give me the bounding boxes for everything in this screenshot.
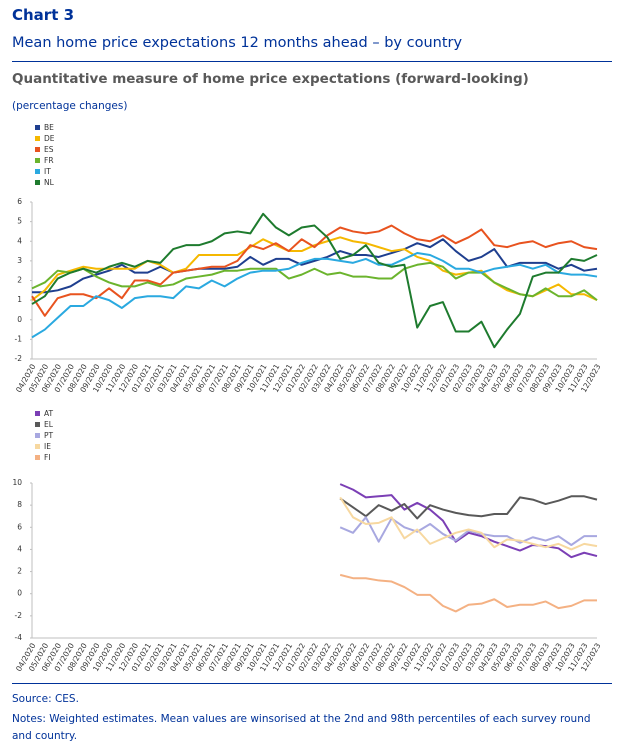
legend-swatch — [35, 147, 40, 152]
legend-swatch — [35, 455, 40, 460]
legend-label: FI — [44, 453, 51, 462]
y-tick-label: 3 — [17, 256, 22, 265]
y-tick-label: -2 — [15, 354, 23, 363]
series-line — [32, 238, 598, 294]
legend-swatch — [35, 180, 40, 185]
y-tick-label: 0 — [17, 315, 22, 324]
legend-label: IT — [44, 167, 51, 176]
y-tick-label: 2 — [17, 276, 22, 285]
source: Source: CES. — [12, 693, 79, 705]
series-line — [339, 483, 598, 559]
legend-swatch — [35, 433, 40, 438]
y-tick-label: 4 — [17, 236, 22, 245]
series-line — [31, 261, 598, 301]
series-line — [339, 573, 597, 613]
legend-swatch — [35, 411, 40, 416]
legend-label: AT — [44, 409, 54, 418]
legend-swatch — [35, 444, 40, 449]
legend-label: IE — [44, 442, 51, 451]
rule — [12, 61, 612, 62]
chart-number: Chart 3 — [12, 6, 75, 24]
legend-swatch — [35, 158, 40, 163]
legend-swatch — [35, 169, 40, 174]
series-line — [31, 224, 598, 317]
series-line — [339, 496, 598, 551]
legend-label: DE — [44, 134, 55, 143]
legend-label: ES — [44, 145, 54, 154]
y-tick-label: -4 — [15, 633, 23, 642]
legend-label: PT — [44, 431, 54, 440]
y-tick-label: 1 — [17, 295, 22, 304]
y-tick-label: 6 — [17, 522, 22, 531]
legend-label: NL — [44, 178, 55, 187]
series-line — [339, 516, 597, 546]
legend-label: BE — [44, 123, 54, 132]
legend-swatch — [35, 136, 40, 141]
series-line — [31, 236, 598, 302]
y-tick-label: -1 — [15, 334, 23, 343]
notes: Notes: Weighted estimates. Mean values a… — [12, 713, 591, 742]
y-tick-label: 0 — [17, 589, 22, 598]
legend-label: FR — [44, 156, 54, 165]
legend-swatch — [35, 125, 40, 130]
series-line — [31, 212, 598, 349]
legend-label: EL — [44, 420, 54, 429]
y-tick-label: 4 — [17, 544, 22, 553]
series-line — [339, 495, 598, 520]
legend-swatch — [35, 422, 40, 427]
y-tick-label: 5 — [17, 217, 22, 226]
chart-subtitle: Quantitative measure of home price expec… — [12, 71, 529, 87]
y-tick-label: 10 — [12, 478, 22, 487]
y-tick-label: 8 — [17, 500, 22, 509]
y-tick-label: 2 — [17, 567, 22, 576]
chart-title: Mean home price expectations 12 months a… — [12, 35, 463, 51]
rule — [12, 683, 612, 684]
y-tick-label: -2 — [15, 611, 23, 620]
series-line — [31, 252, 598, 339]
y-tick-label: 6 — [17, 197, 22, 206]
unit-label: (percentage changes) — [12, 100, 128, 112]
